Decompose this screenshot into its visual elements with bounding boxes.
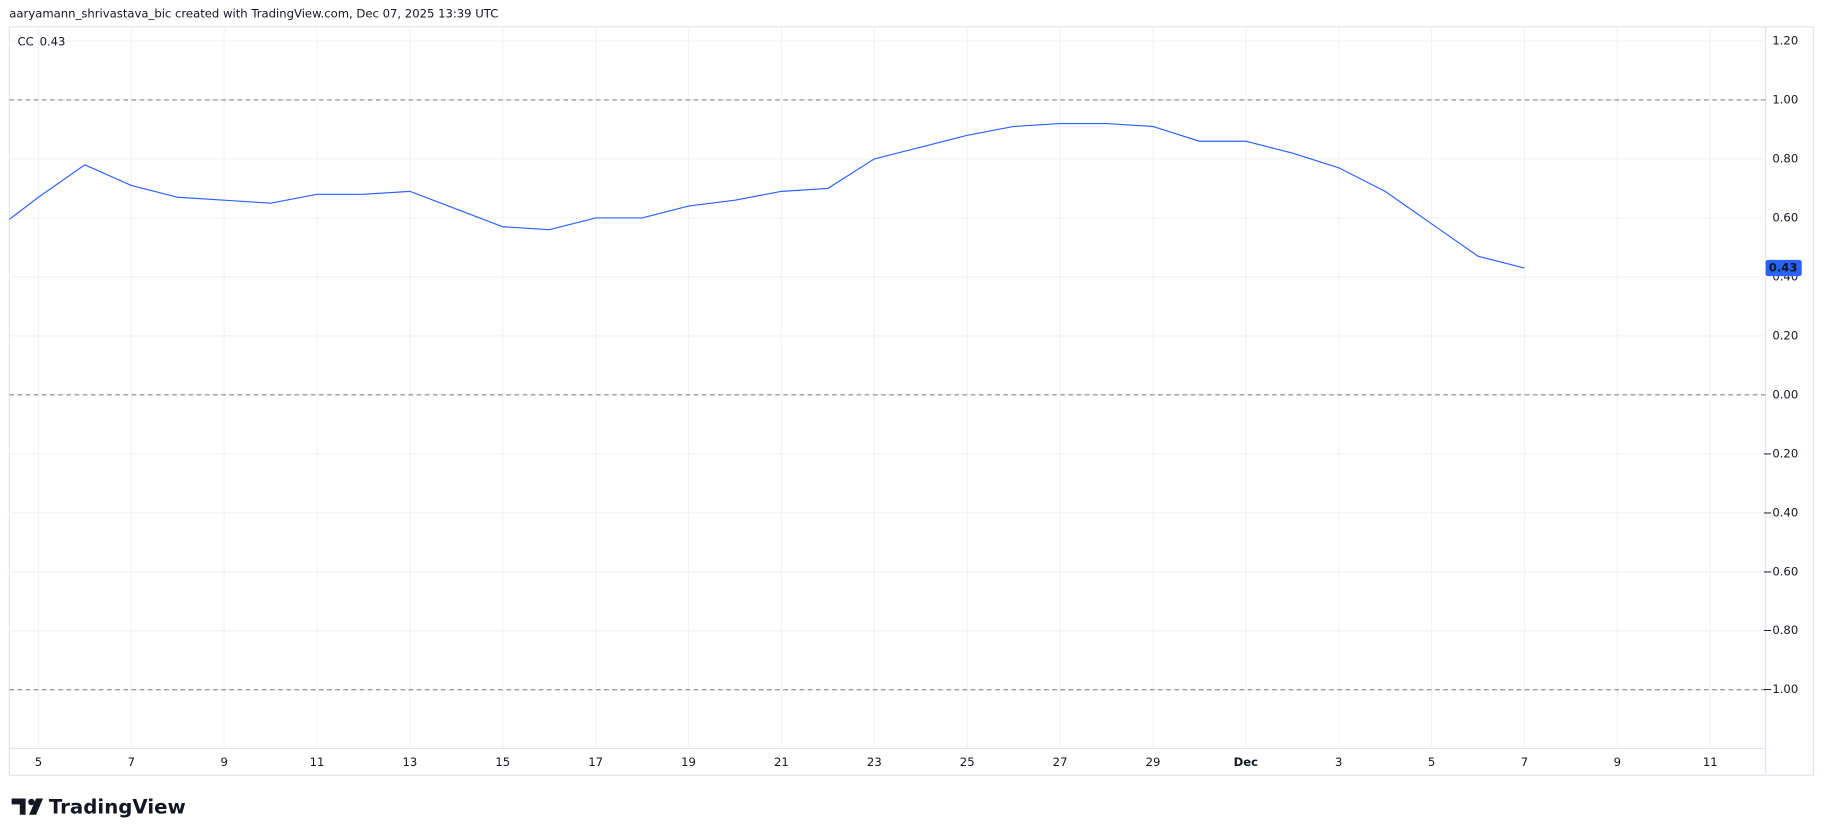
x-tick-label: 23 — [867, 755, 882, 769]
y-tick-label: 0.60 — [1772, 210, 1798, 224]
last-value-label: 0.43 — [1769, 261, 1798, 275]
x-tick-label: 5 — [1428, 755, 1435, 769]
x-tick-label: 11 — [1703, 755, 1718, 769]
y-tick-label: 0.00 — [1772, 387, 1798, 401]
x-tick-label: 7 — [1521, 755, 1528, 769]
x-tick-label: 25 — [960, 755, 975, 769]
y-tick-label: 1.20 — [1772, 33, 1798, 47]
y-tick-label: −0.80 — [1763, 623, 1799, 637]
y-tick-label: −0.20 — [1763, 446, 1799, 460]
x-tick-label: 13 — [403, 755, 418, 769]
x-tick-label: 5 — [35, 755, 42, 769]
x-tick-label: 9 — [1614, 755, 1621, 769]
plot — [9, 122, 1525, 269]
x-tick-label: 11 — [310, 755, 325, 769]
header-text: aaryamann_shrivastava_bic created with T… — [9, 7, 498, 21]
grid — [9, 26, 1766, 749]
x-tick-label: 3 — [1335, 755, 1342, 769]
last-value-box — [1765, 259, 1802, 277]
x-tick-label: 7 — [128, 755, 135, 769]
x-tick-label: 9 — [220, 755, 227, 769]
x-tick-label: 19 — [681, 755, 696, 769]
y-tick-label: −0.60 — [1763, 564, 1799, 578]
y-tick-label: 0.80 — [1772, 151, 1798, 165]
logo-dot — [28, 798, 35, 806]
series-line — [9, 122, 1525, 269]
chart-frame — [8, 26, 1814, 776]
x-tick-label: 21 — [774, 755, 789, 769]
x-tick-label: 29 — [1146, 755, 1161, 769]
logo-icon — [11, 798, 44, 815]
x-tick-label: Dec — [1234, 755, 1259, 769]
x-tick-label: 15 — [495, 755, 510, 769]
x-tick-label: 27 — [1053, 755, 1068, 769]
y-tick-label: −0.40 — [1763, 505, 1799, 519]
y-tick-label: 1.00 — [1772, 92, 1798, 106]
brand-logo — [11, 798, 44, 815]
x-tick-label: 17 — [588, 755, 603, 769]
brand-text: TradingView — [49, 795, 186, 818]
legend-value: 0.43 — [40, 34, 66, 48]
legend-name: CC — [17, 34, 33, 48]
y-tick-label: −1.00 — [1763, 682, 1799, 696]
y-tick-label: 0.20 — [1772, 328, 1798, 342]
